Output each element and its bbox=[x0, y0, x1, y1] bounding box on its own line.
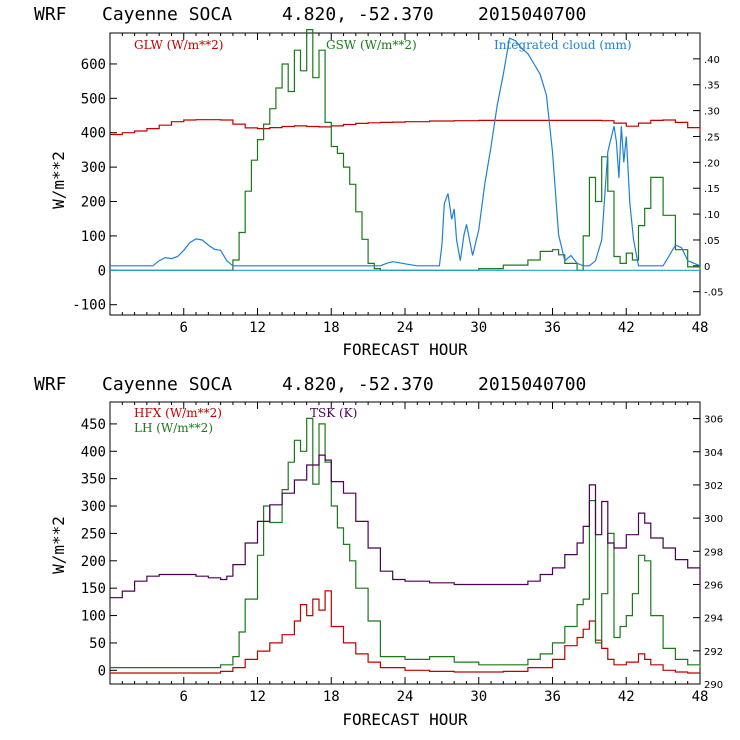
panel-2-y2-tick-label: 290 bbox=[704, 680, 723, 691]
panel-2-y2-tick-label: 296 bbox=[704, 580, 723, 591]
panel-1-title-date: 2015040700 bbox=[478, 4, 586, 25]
panel-1-series-gsw bbox=[110, 29, 701, 271]
panel-2-y2-tick-label: 294 bbox=[704, 614, 723, 625]
panel-2-y-tick-label: 450 bbox=[81, 417, 106, 433]
panel-2-x-tick-label: 18 bbox=[323, 689, 340, 705]
panel-1-y2-tick-label: .30 bbox=[704, 107, 720, 118]
panel-1-y2-tick-label: -.05 bbox=[704, 288, 724, 299]
panel-2-y-tick-label: 400 bbox=[81, 444, 106, 460]
panel-2-legend-lh: LH (W/m**2) bbox=[134, 421, 213, 435]
panel-1-y2-tick-label: .25 bbox=[704, 132, 720, 143]
panel-2-ylabel: W/m**2 bbox=[49, 516, 68, 574]
panel-1-y2-tick-label: 0 bbox=[704, 262, 710, 273]
panel-1-ylabel: W/m**2 bbox=[49, 151, 68, 209]
panel-1-y-tick-label: 0 bbox=[98, 263, 106, 279]
panel-1-x-tick-label: 42 bbox=[618, 320, 635, 336]
panel-2-title-date: 2015040700 bbox=[478, 374, 586, 395]
panel-2-xlabel: FORECAST HOUR bbox=[342, 710, 468, 729]
panel-2-y-tick-label: 250 bbox=[81, 526, 106, 542]
panel-1-x-tick-label: 30 bbox=[470, 320, 487, 336]
panel-1-series-integrated bbox=[110, 37, 701, 267]
panel-1: WRF Cayenne SOCA 4.820, -52.370 20150407… bbox=[34, 4, 724, 359]
panel-2-y-tick-label: 150 bbox=[81, 581, 106, 597]
panel-2-title-station: Cayenne SOCA bbox=[102, 374, 232, 395]
panel-2-title-coords: 4.820, -52.370 bbox=[282, 374, 434, 395]
panel-1-x-tick-label: 6 bbox=[180, 320, 188, 336]
panel-1-x-tick-label: 12 bbox=[249, 320, 266, 336]
panel-2-x-tick-label: 6 bbox=[180, 689, 188, 705]
panel-2-title-model: WRF bbox=[34, 374, 67, 395]
panel-2-legend-hfx: HFX (W/m**2) bbox=[134, 406, 222, 420]
panel-2-y2-tick-label: 300 bbox=[704, 514, 723, 525]
panel-1-title-model: WRF bbox=[34, 4, 67, 25]
panel-2-y2-tick-label: 298 bbox=[704, 547, 723, 558]
panel-1-y-tick-label: -100 bbox=[72, 298, 106, 314]
panel-2-x-tick-label: 42 bbox=[618, 689, 635, 705]
panel-2-series-hfx bbox=[110, 590, 700, 674]
panel-1-y-tick-label: 500 bbox=[81, 91, 106, 107]
panel-2-series-tsk bbox=[110, 454, 701, 599]
panel-2-x-tick-label: 24 bbox=[397, 689, 414, 705]
panel-2-x-tick-label: 48 bbox=[692, 689, 709, 705]
panel-2-y2-tick-label: 304 bbox=[704, 448, 723, 459]
panel-1-x-tick-label: 36 bbox=[544, 320, 561, 336]
panel-1-axes: 6 12 18 24 30 36 42 48 -100 0 100 200 300 400 500 600 -.… bbox=[72, 33, 724, 336]
panel-1-y2-tick-label: .15 bbox=[704, 184, 720, 195]
panel-1-y-tick-label: 400 bbox=[81, 126, 106, 142]
panel-2-y-tick-label: 350 bbox=[81, 472, 106, 488]
panel-2-y-tick-label: 300 bbox=[81, 499, 106, 515]
panel-1-legend-gsw: GSW (W/m**2) bbox=[326, 38, 417, 52]
panel-2-y2-tick-label: 292 bbox=[704, 647, 723, 658]
panel-2-x-tick-label: 30 bbox=[470, 689, 487, 705]
panel-1-y-tick-label: 600 bbox=[81, 57, 106, 73]
panel-2-series bbox=[110, 417, 701, 674]
panel-1-y2-tick-label: .10 bbox=[704, 210, 720, 221]
panel-2-legend-tsk: TSK (K) bbox=[310, 406, 357, 420]
panel-2-x-tick-label: 12 bbox=[249, 689, 266, 705]
panel-2-y-tick-label: 100 bbox=[81, 609, 106, 625]
panel-2: WRF Cayenne SOCA 4.820, -52.370 20150407… bbox=[34, 374, 723, 729]
panel-2-y-tick-label: 200 bbox=[81, 554, 106, 570]
panel-1-y2-tick-label: .35 bbox=[704, 81, 720, 92]
panel-1-y-tick-label: 100 bbox=[81, 229, 106, 245]
panel-1-y2-tick-label: .05 bbox=[704, 236, 720, 247]
panel-1-legend-glw: GLW (W/m**2) bbox=[134, 38, 223, 52]
panel-1-x-tick-label: 18 bbox=[323, 320, 340, 336]
panel-1-series-glw bbox=[110, 119, 701, 136]
panel-1-x-tick-label: 24 bbox=[397, 320, 414, 336]
panel-1-plot-frame bbox=[109, 32, 701, 316]
panel-1-x-tick-label: 48 bbox=[692, 320, 709, 336]
panel-2-y2-tick-label: 306 bbox=[704, 415, 723, 426]
panel-1-y-tick-label: 300 bbox=[81, 160, 106, 176]
panel-1-xlabel: FORECAST HOUR bbox=[342, 340, 468, 359]
panel-1-legend-cloud: Integrated cloud (mm) bbox=[494, 38, 632, 52]
panel-1-y2-tick-label: .20 bbox=[704, 158, 720, 169]
panel-2-y-tick-label: 50 bbox=[89, 636, 106, 652]
panel-2-y2-tick-label: 302 bbox=[704, 481, 723, 492]
panel-2-axes: 6 12 18 24 30 36 42 48 0 50 100 150 200 250 300 350 400 4… bbox=[81, 402, 723, 705]
panel-1-y-tick-label: 200 bbox=[81, 195, 106, 211]
panel-1-title-station: Cayenne SOCA bbox=[102, 4, 232, 25]
panel-1-title-coords: 4.820, -52.370 bbox=[282, 4, 434, 25]
panel-1-y2-tick-label: .40 bbox=[704, 55, 720, 66]
panel-2-x-tick-label: 36 bbox=[544, 689, 561, 705]
panel-2-y-tick-label: 0 bbox=[98, 663, 106, 679]
panel-1-series bbox=[110, 29, 701, 271]
